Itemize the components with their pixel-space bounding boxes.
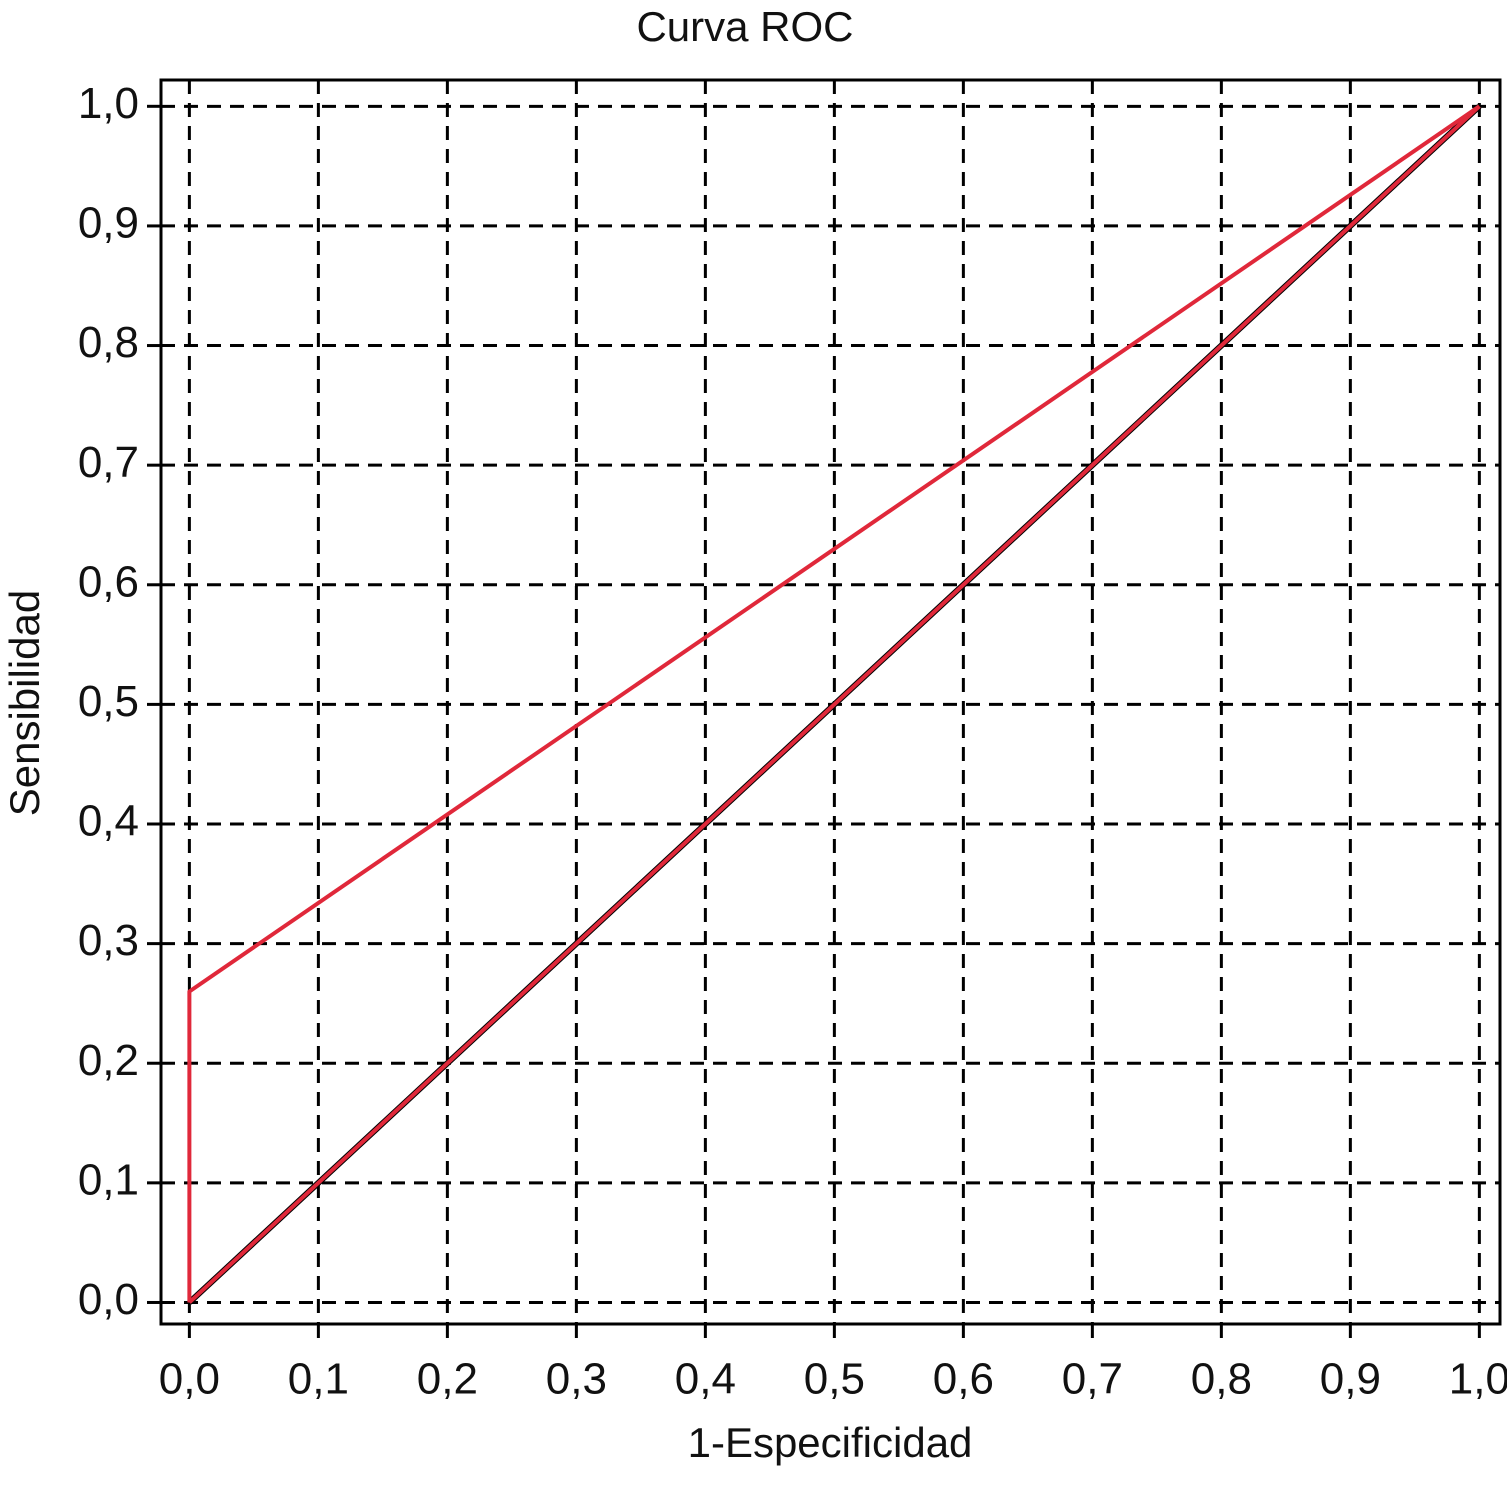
x-tick-label: 0,6 bbox=[933, 1355, 994, 1404]
x-tick-label: 0,8 bbox=[1191, 1355, 1252, 1404]
y-tick-label: 0,2 bbox=[78, 1036, 139, 1085]
series-line bbox=[188, 104, 1481, 1304]
x-tick-label: 0,1 bbox=[288, 1355, 349, 1404]
y-tick-label: 1,0 bbox=[78, 79, 139, 128]
y-tick-label: 0,0 bbox=[78, 1275, 139, 1324]
y-tick-label: 0,3 bbox=[78, 916, 139, 965]
y-tick-label: 0,4 bbox=[78, 797, 139, 846]
y-tick-label: 0,7 bbox=[78, 438, 139, 487]
y-tick-label: 0,5 bbox=[78, 677, 139, 726]
x-axis-label: 1-Especificidad bbox=[688, 1419, 973, 1466]
x-tick-label: 0,5 bbox=[804, 1355, 865, 1404]
x-tick-label: 0,4 bbox=[675, 1355, 736, 1404]
y-tick-label: 0,8 bbox=[78, 318, 139, 367]
x-tick-label: 1,0 bbox=[1449, 1355, 1507, 1404]
series-line bbox=[187, 104, 1481, 1303]
chart-title: Curva ROC bbox=[636, 3, 853, 50]
y-tick-label: 0,1 bbox=[78, 1155, 139, 1204]
y-axis-label: Sensibilidad bbox=[1, 590, 48, 817]
x-tick-label: 0,7 bbox=[1062, 1355, 1123, 1404]
x-tick-label: 0,9 bbox=[1320, 1355, 1381, 1404]
x-tick-label: 0,0 bbox=[159, 1355, 220, 1404]
x-tick-label: 0,3 bbox=[546, 1355, 607, 1404]
plot-frame bbox=[159, 78, 1502, 1326]
y-tick-label: 0,9 bbox=[78, 199, 139, 248]
y-tick-label: 0,6 bbox=[78, 557, 139, 606]
x-tick-label: 0,2 bbox=[417, 1355, 478, 1404]
